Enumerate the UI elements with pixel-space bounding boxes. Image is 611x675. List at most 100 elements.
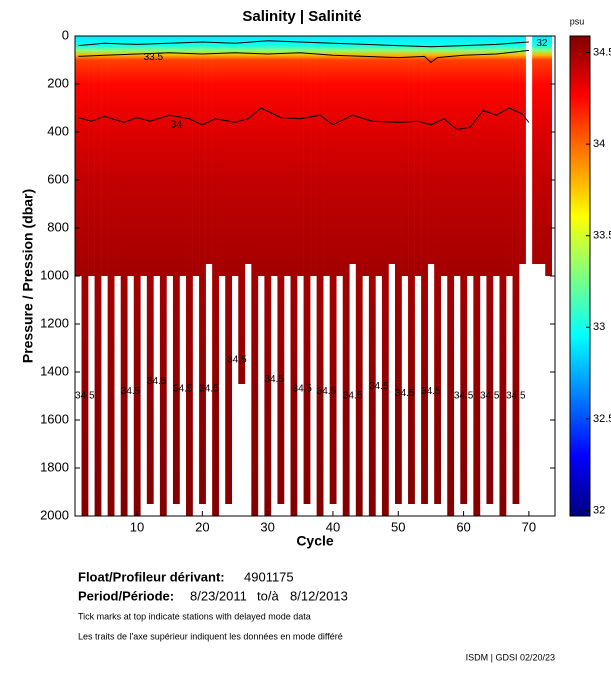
contour-label: 32 [536,38,548,49]
profile-column [212,36,219,516]
note-en: Tick marks at top indicate stations with… [78,611,311,621]
profile-column [264,36,272,516]
contour-label: 34.5 [317,386,337,397]
profile-column [323,36,330,276]
profile-column [349,36,357,264]
profile-column [283,36,291,276]
y-tick-label: 0 [62,27,69,42]
profile-column [512,36,520,504]
profile-column [120,36,128,516]
contour-line [78,107,530,131]
y-tick-label: 400 [47,123,69,138]
profile-column [316,36,324,516]
profile-column [538,36,546,264]
y-tick-label: 2000 [40,507,69,522]
contour-label: 34.5 [173,383,193,394]
y-tick-label: 1800 [40,459,69,474]
profile-column [133,36,141,516]
profile-column [519,36,526,264]
colorbar-tick-label: 34 [593,138,605,150]
profile-column [440,36,448,276]
profile-column [290,36,298,516]
profile-column [453,36,461,276]
profile-column [310,36,317,276]
contour-label: 34.5 [147,376,167,387]
colorbar-label: psu [570,16,585,26]
profile-column [473,36,481,516]
profile-column [101,36,108,276]
profile-column [506,36,513,276]
profile-column [408,36,415,504]
profile-column [244,36,252,264]
y-tick-label: 1600 [40,411,69,426]
x-tick-label: 70 [522,519,536,534]
contour-label: 34.5 [75,391,95,402]
contour-label: 34.5 [369,381,389,392]
profile-column [127,36,135,276]
colorbar-tick-label: 32.5 [593,413,611,425]
profile-column [460,36,468,504]
x-tick-label: 60 [456,519,470,534]
profile-column [75,36,82,276]
x-tick-label: 30 [260,519,274,534]
profile-column [218,36,226,276]
profile-column [270,36,278,276]
profile-column [336,36,344,276]
profile-column [375,36,383,276]
y-tick-label: 1200 [40,315,69,330]
profile-column [447,36,455,516]
profile-column [88,36,95,276]
profile-column [303,36,311,504]
period-start: 8/23/2011 [190,588,247,603]
profile-column [251,36,259,516]
contour-line [78,49,529,64]
y-tick-label: 200 [47,75,69,90]
profile-column [434,36,442,504]
profile-column [153,36,161,276]
profile-column [362,36,370,276]
profile-column [140,36,148,276]
chart-title: Salinity | Salinité [242,8,361,25]
period-label: Period/Période: [78,588,174,603]
profile-column [172,36,180,504]
contour-label: 34.5 [227,355,247,366]
contour-label: 34.5 [264,374,284,385]
profile-column [479,36,487,276]
profile-column [414,36,422,276]
profile-column [199,36,206,504]
profile-column [179,36,187,276]
x-tick-label: 20 [195,519,209,534]
profile-column [238,36,246,384]
profile-column [466,36,474,276]
colorbar-tick-label: 32 [593,504,605,516]
contour-label: 34.5 [293,383,313,394]
profile-column [499,36,507,516]
contour-label: 34.5 [343,391,363,402]
contour-label: 34.5 [395,388,415,399]
profile-column [395,36,402,504]
contour-label: 33.5 [144,52,164,63]
profile-column [532,36,539,264]
colorbar-tick-label: 33 [593,321,605,333]
x-tick-label: 10 [130,519,144,534]
contour-label: 34.5 [121,386,141,397]
profile-column [159,36,167,516]
contour-label: 34.5 [506,391,526,402]
profile-column [186,36,193,516]
profile-column [381,36,389,516]
x-axis-label: Cycle [296,533,334,549]
profile-column [388,36,396,264]
profile-column [205,36,213,264]
y-tick-label: 800 [47,219,69,234]
profile-column [114,36,122,276]
colorbar [569,35,591,517]
contour-line [78,40,529,48]
colorbar-tick-label: 34.5 [593,46,611,58]
y-axis-label: Pressure / Pression (dbar) [20,189,36,363]
profile-column [94,36,102,516]
profile-column [355,36,363,516]
profile-column [421,36,428,504]
profile-column [257,36,265,276]
profile-column [107,36,115,516]
note-fr: Les traits de l'axe supérieur indiquent … [78,631,343,641]
